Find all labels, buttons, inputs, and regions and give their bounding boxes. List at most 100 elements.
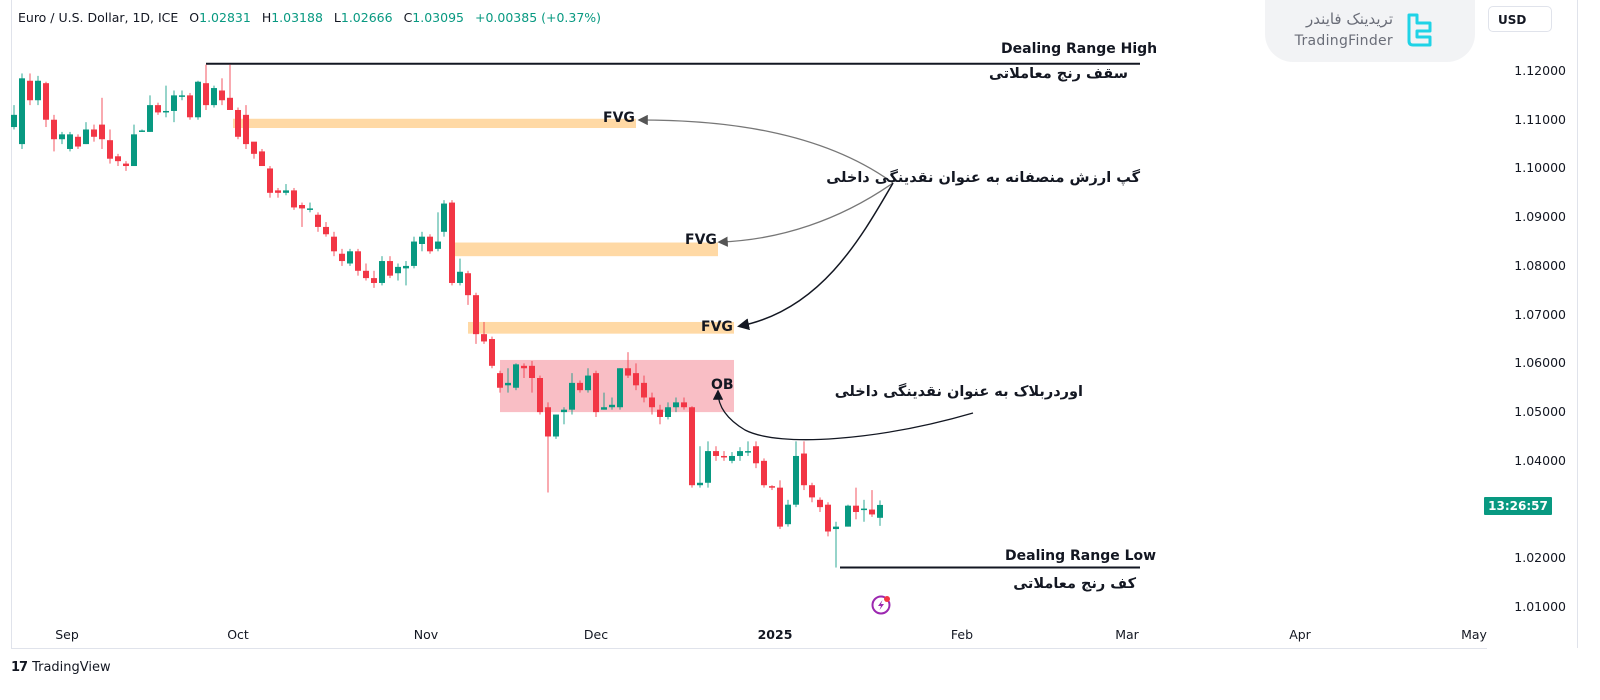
low-value: 1.02666 (340, 10, 393, 25)
price-tick-label: 1.01000 (1514, 599, 1566, 615)
ob-label: OB (711, 377, 734, 393)
candle (179, 90, 185, 101)
time-tick-label: Mar (1115, 627, 1139, 642)
fvg3-arrow (737, 182, 894, 331)
fvg-label-3: FVG (701, 319, 733, 335)
tradingview-logo-icon: 17 (11, 660, 28, 675)
brand-name-fa: تریدینک فایندر (1306, 10, 1393, 28)
price-tick-label: 1.11000 (1514, 111, 1566, 127)
candle (537, 375, 543, 415)
candle (817, 497, 823, 513)
candle (11, 105, 17, 130)
candle (123, 161, 129, 171)
candle (419, 231, 425, 252)
candle (745, 441, 751, 456)
candle (35, 75, 41, 106)
candle (51, 114, 57, 152)
candle (131, 124, 137, 167)
brand-name-en: TradingFinder (1294, 33, 1393, 49)
candle (545, 402, 551, 493)
candle (243, 105, 249, 149)
dealing-range-high-label: Dealing Range High (1001, 41, 1158, 57)
fvg-callout-label: گپ ارزش منصفانه به عنوان نقدینگی داخلی (826, 170, 1140, 186)
candle (457, 258, 463, 286)
fvg-zone (452, 242, 718, 257)
close-value: 1.03095 (412, 10, 464, 25)
symbol-legend[interactable]: Euro / U.S. Dollar, 1D, ICE O1.02831 H1.… (18, 10, 601, 25)
candle (379, 256, 385, 286)
lightning-alert-icon[interactable] (871, 595, 891, 615)
price-tick-label: 1.10000 (1514, 160, 1566, 176)
candle (227, 64, 233, 110)
candle (465, 270, 471, 305)
time-tick-label: Apr (1289, 627, 1311, 642)
candle (67, 131, 73, 152)
candle (267, 166, 273, 198)
candle (331, 231, 337, 257)
fvg-label-2: FVG (685, 232, 717, 248)
candle (793, 441, 799, 508)
candle (689, 406, 695, 488)
candle (147, 95, 153, 132)
candle (211, 85, 217, 108)
candle (609, 397, 615, 410)
price-axis-divider (1577, 0, 1578, 648)
candle (729, 452, 735, 464)
tradingfinder-watermark: تریدینک فایندر TradingFinder (1265, 0, 1475, 62)
bar-countdown-badge: 13:26:57 (1484, 497, 1552, 515)
price-tick-label: 1.04000 (1514, 452, 1566, 468)
fvg1-arrow (637, 114, 894, 184)
candle (315, 212, 321, 232)
candle (339, 248, 345, 266)
tradingview-footer[interactable]: 17 TradingView (11, 660, 111, 675)
candle (861, 499, 867, 522)
candle (187, 92, 193, 120)
candle (825, 502, 831, 537)
time-tick-label: Dec (583, 627, 609, 642)
candle (489, 336, 495, 369)
candle (441, 200, 447, 237)
fvg2-arrow (717, 182, 894, 247)
dealing-range-high-label-fa: سقف رنج معاملاتی (988, 66, 1128, 82)
candle (59, 131, 65, 145)
candle (705, 441, 711, 488)
candle (107, 129, 113, 164)
time-tick-label: Oct (227, 627, 249, 642)
fvg-zone (233, 118, 636, 129)
time-tick-label: Sep (55, 627, 79, 642)
time-tick-label: 2025 (757, 627, 793, 642)
candle (665, 402, 671, 420)
candle (411, 236, 417, 269)
candle (577, 380, 583, 393)
candle (219, 78, 225, 106)
candle (43, 81, 49, 128)
candle (99, 97, 105, 149)
candle (481, 321, 487, 344)
candle (553, 414, 559, 439)
candle (737, 447, 743, 461)
price-tick-label: 1.02000 (1514, 550, 1566, 566)
candle (697, 446, 703, 488)
candle (75, 134, 81, 149)
candle (283, 184, 289, 196)
currency-button[interactable]: USD (1488, 6, 1552, 32)
fvg-zone (468, 321, 734, 334)
tradingfinder-logo-icon (1407, 13, 1432, 47)
fvg-label-1: FVG (603, 110, 635, 126)
candle (853, 487, 859, 520)
candle (195, 80, 201, 120)
candle (769, 485, 775, 491)
candle (869, 490, 875, 517)
candle (585, 368, 591, 393)
candle (529, 360, 535, 393)
chart-pane[interactable] (11, 0, 1487, 649)
candle (681, 397, 687, 410)
candle (355, 248, 361, 276)
open-value: 1.02831 (199, 10, 251, 25)
candle (617, 368, 623, 410)
dealing-range-low-label-fa: کف رنج معاملاتی (1013, 576, 1136, 592)
candle (251, 141, 257, 159)
candle (259, 148, 265, 167)
open-label: O (189, 10, 200, 25)
